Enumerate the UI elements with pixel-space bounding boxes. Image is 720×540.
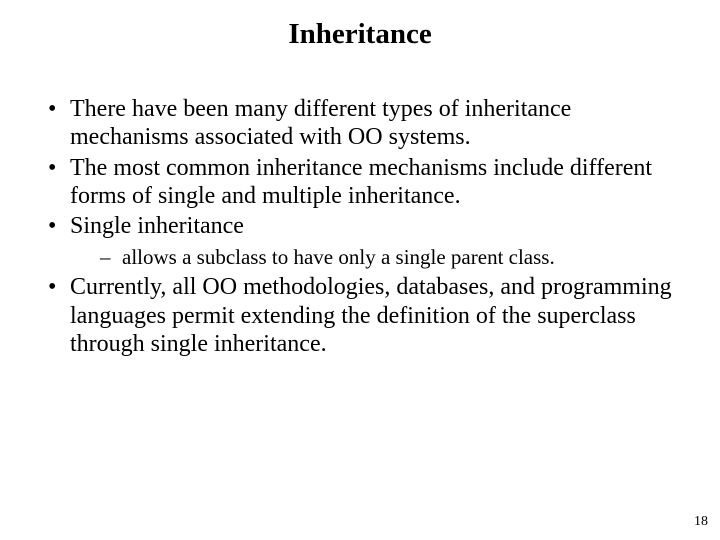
bullet-text: There have been many different types of … (70, 96, 571, 150)
bullet-text: The most common inheritance mechanisms i… (70, 155, 652, 209)
slide-title: Inheritance (36, 18, 684, 51)
bullet-item: Single inheritance allows a subclass to … (44, 212, 684, 269)
bullet-item: There have been many different types of … (44, 95, 684, 152)
bullet-item: The most common inheritance mechanisms i… (44, 154, 684, 211)
bullet-list: There have been many different types of … (36, 95, 684, 358)
sub-bullet-list: allows a subclass to have only a single … (70, 245, 684, 270)
sub-bullet-item: allows a subclass to have only a single … (100, 245, 684, 270)
page-number: 18 (694, 514, 708, 530)
slide: Inheritance There have been many differe… (0, 0, 720, 540)
bullet-text: Currently, all OO methodologies, databas… (70, 274, 672, 357)
bullet-text: Single inheritance (70, 213, 244, 239)
bullet-item: Currently, all OO methodologies, databas… (44, 273, 684, 358)
sub-bullet-text: allows a subclass to have only a single … (122, 245, 555, 269)
